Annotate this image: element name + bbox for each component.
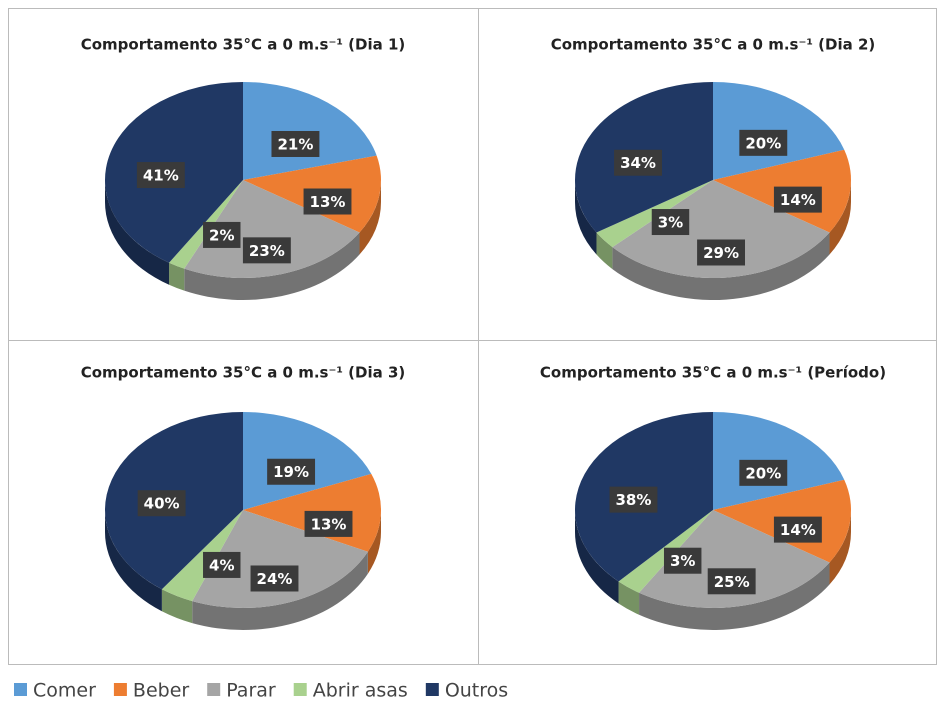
label-bg: [739, 129, 788, 156]
legend-label: Comer: [33, 680, 96, 702]
label-bg: [663, 547, 702, 574]
slice-side: [618, 581, 640, 615]
label-bg: [739, 459, 788, 486]
label-bg: [250, 565, 299, 592]
label-bg: [707, 568, 756, 595]
slice-side: [612, 232, 830, 300]
legend-swatch: [14, 683, 27, 696]
slice-side: [829, 510, 851, 585]
data-label: 24%: [257, 570, 293, 588]
slice: [192, 510, 368, 609]
data-label: 4%: [209, 556, 234, 574]
legend-label: Beber: [133, 680, 189, 702]
slice: [184, 180, 360, 278]
data-label: 34%: [620, 154, 656, 172]
data-label: 14%: [780, 521, 816, 539]
label-bg: [773, 186, 822, 213]
label-bg: [773, 516, 822, 543]
slice: [161, 510, 243, 602]
data-label: 29%: [703, 244, 739, 262]
data-label: 19%: [273, 463, 309, 481]
data-label: 20%: [745, 134, 781, 152]
data-label: 41%: [143, 167, 179, 185]
slice-side: [575, 180, 597, 255]
label-bg: [242, 237, 291, 264]
data-label: 21%: [277, 135, 313, 153]
label-bg: [136, 162, 185, 189]
label-bg: [697, 239, 746, 266]
label-bg: [271, 130, 320, 157]
slice-side: [105, 510, 162, 612]
label-bg: [614, 149, 662, 176]
slice-side: [169, 262, 185, 291]
legend-swatch: [207, 683, 221, 696]
chart-title: Comportamento 35°C a 0 m.s⁻¹ (Período): [540, 364, 886, 382]
slice-side: [367, 510, 381, 574]
data-label: 23%: [249, 242, 285, 260]
data-label: 40%: [144, 495, 180, 513]
data-label: 2%: [209, 226, 234, 244]
label-bg: [203, 551, 241, 578]
legend-swatch: [113, 683, 127, 696]
slice: [612, 180, 830, 278]
data-label: 3%: [670, 552, 695, 570]
slice-side: [192, 551, 368, 630]
label-bg: [137, 490, 186, 517]
slice-side: [829, 180, 851, 255]
legend-swatch: [425, 683, 439, 696]
data-label: 13%: [311, 515, 347, 533]
legend-label: Outros: [445, 680, 508, 702]
slice-side: [161, 589, 193, 624]
label-bg: [609, 486, 658, 513]
slice-side: [596, 232, 613, 270]
legend-swatch: [293, 683, 307, 696]
chart-title: Comportamento 35°C a 0 m.s⁻¹ (Dia 1): [81, 36, 406, 54]
label-bg: [203, 221, 241, 248]
slice-side: [575, 510, 619, 604]
data-label: 25%: [714, 573, 750, 591]
label-bg: [304, 510, 353, 537]
slice-side: [184, 232, 360, 301]
chart-title: Comportamento 35°C a 0 m.s⁻¹ (Dia 3): [81, 364, 406, 382]
data-label: 14%: [780, 191, 816, 209]
legend-label: Abrir asas: [313, 680, 408, 702]
legend-label: Parar: [226, 680, 276, 702]
data-label: 13%: [310, 193, 346, 211]
label-bg: [651, 209, 690, 236]
slice-side: [105, 180, 170, 285]
slice-side: [639, 562, 830, 630]
label-bg: [303, 188, 352, 215]
slice-side: [359, 180, 381, 255]
slice: [639, 510, 830, 608]
data-label: 38%: [615, 491, 651, 509]
chart-title: Comportamento 35°C a 0 m.s⁻¹ (Dia 2): [551, 36, 876, 54]
label-bg: [267, 458, 316, 485]
data-label: 20%: [745, 464, 781, 482]
data-label: 3%: [658, 214, 683, 232]
